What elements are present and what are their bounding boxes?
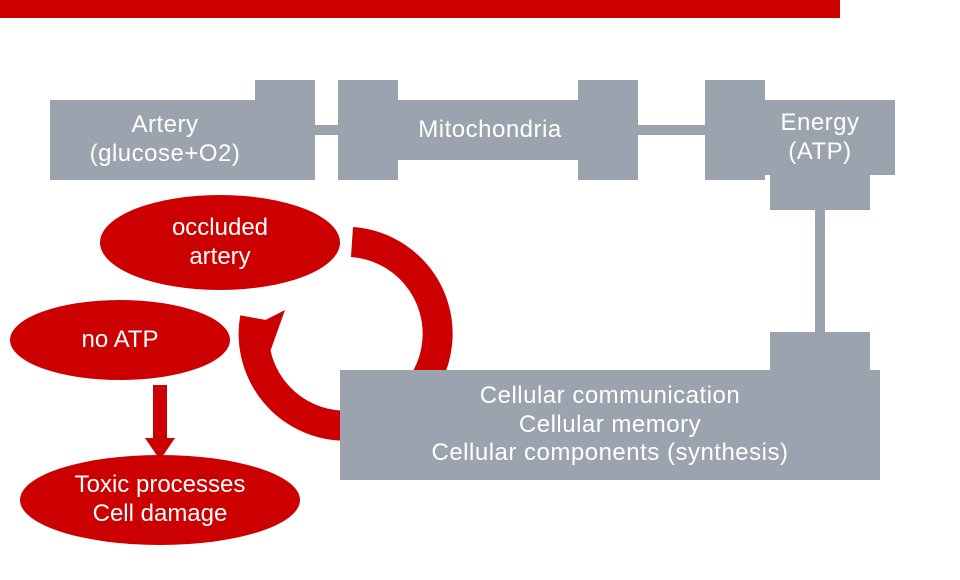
header-accent-bar xyxy=(0,0,840,18)
cellular-box-line-3: Cellular components (synthesis) xyxy=(432,439,789,468)
no-atp-label: no ATP xyxy=(82,326,159,355)
artery-box: Artery (glucose+O2) xyxy=(50,100,280,180)
cellular-box-line-2: Cellular memory xyxy=(519,411,701,440)
occluded-artery-ellipse: occluded artery xyxy=(100,195,340,290)
no-atp-ellipse: no ATP xyxy=(10,300,230,380)
cellular-box-line-1: Cellular communication xyxy=(480,382,740,411)
mitochondria-box: Mitochondria xyxy=(380,100,600,160)
toxic-processes-label: Toxic processes Cell damage xyxy=(75,471,246,529)
artery-box-label: Artery (glucose+O2) xyxy=(90,111,241,169)
energy-box-label: Energy (ATP) xyxy=(780,109,859,167)
curved-red-arrow-head xyxy=(238,310,285,352)
energy-box: Energy (ATP) xyxy=(745,100,895,175)
mitochondria-box-label: Mitochondria xyxy=(418,116,561,145)
cellular-box: Cellular communication Cellular memory C… xyxy=(340,370,880,480)
toxic-processes-ellipse: Toxic processes Cell damage xyxy=(20,455,300,545)
occluded-artery-label: occluded artery xyxy=(172,214,268,272)
